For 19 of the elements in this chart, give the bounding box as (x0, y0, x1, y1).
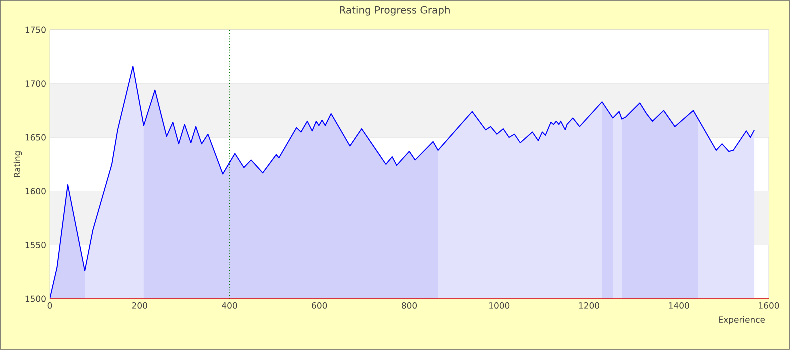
chart-title: Rating Progress Graph (340, 6, 450, 16)
y-tick-label: 1650 (26, 134, 46, 141)
x-tick-label: 400 (222, 302, 238, 309)
x-axis-title: Experience (719, 316, 766, 325)
y-tick-label: 1550 (26, 242, 46, 248)
line-series (50, 66, 756, 299)
x-tick-label: 1400 (669, 302, 690, 309)
y-tick-label: 1750 (26, 26, 46, 34)
x-tick-label: 200 (132, 302, 148, 309)
y-tick-label: 1500 (26, 296, 46, 302)
x-tick-label: 1000 (490, 302, 510, 309)
x-tick-label: 600 (312, 302, 328, 309)
x-tick-label: 1200 (579, 302, 600, 309)
y-axis-title: Rating (14, 152, 22, 178)
x-tick-label: 800 (402, 302, 418, 309)
y-tick-label: 1600 (26, 188, 46, 195)
x-tick-label: 0 (48, 302, 52, 309)
x-tick-label: 1600 (759, 302, 780, 309)
y-tick-label: 1700 (26, 80, 46, 88)
